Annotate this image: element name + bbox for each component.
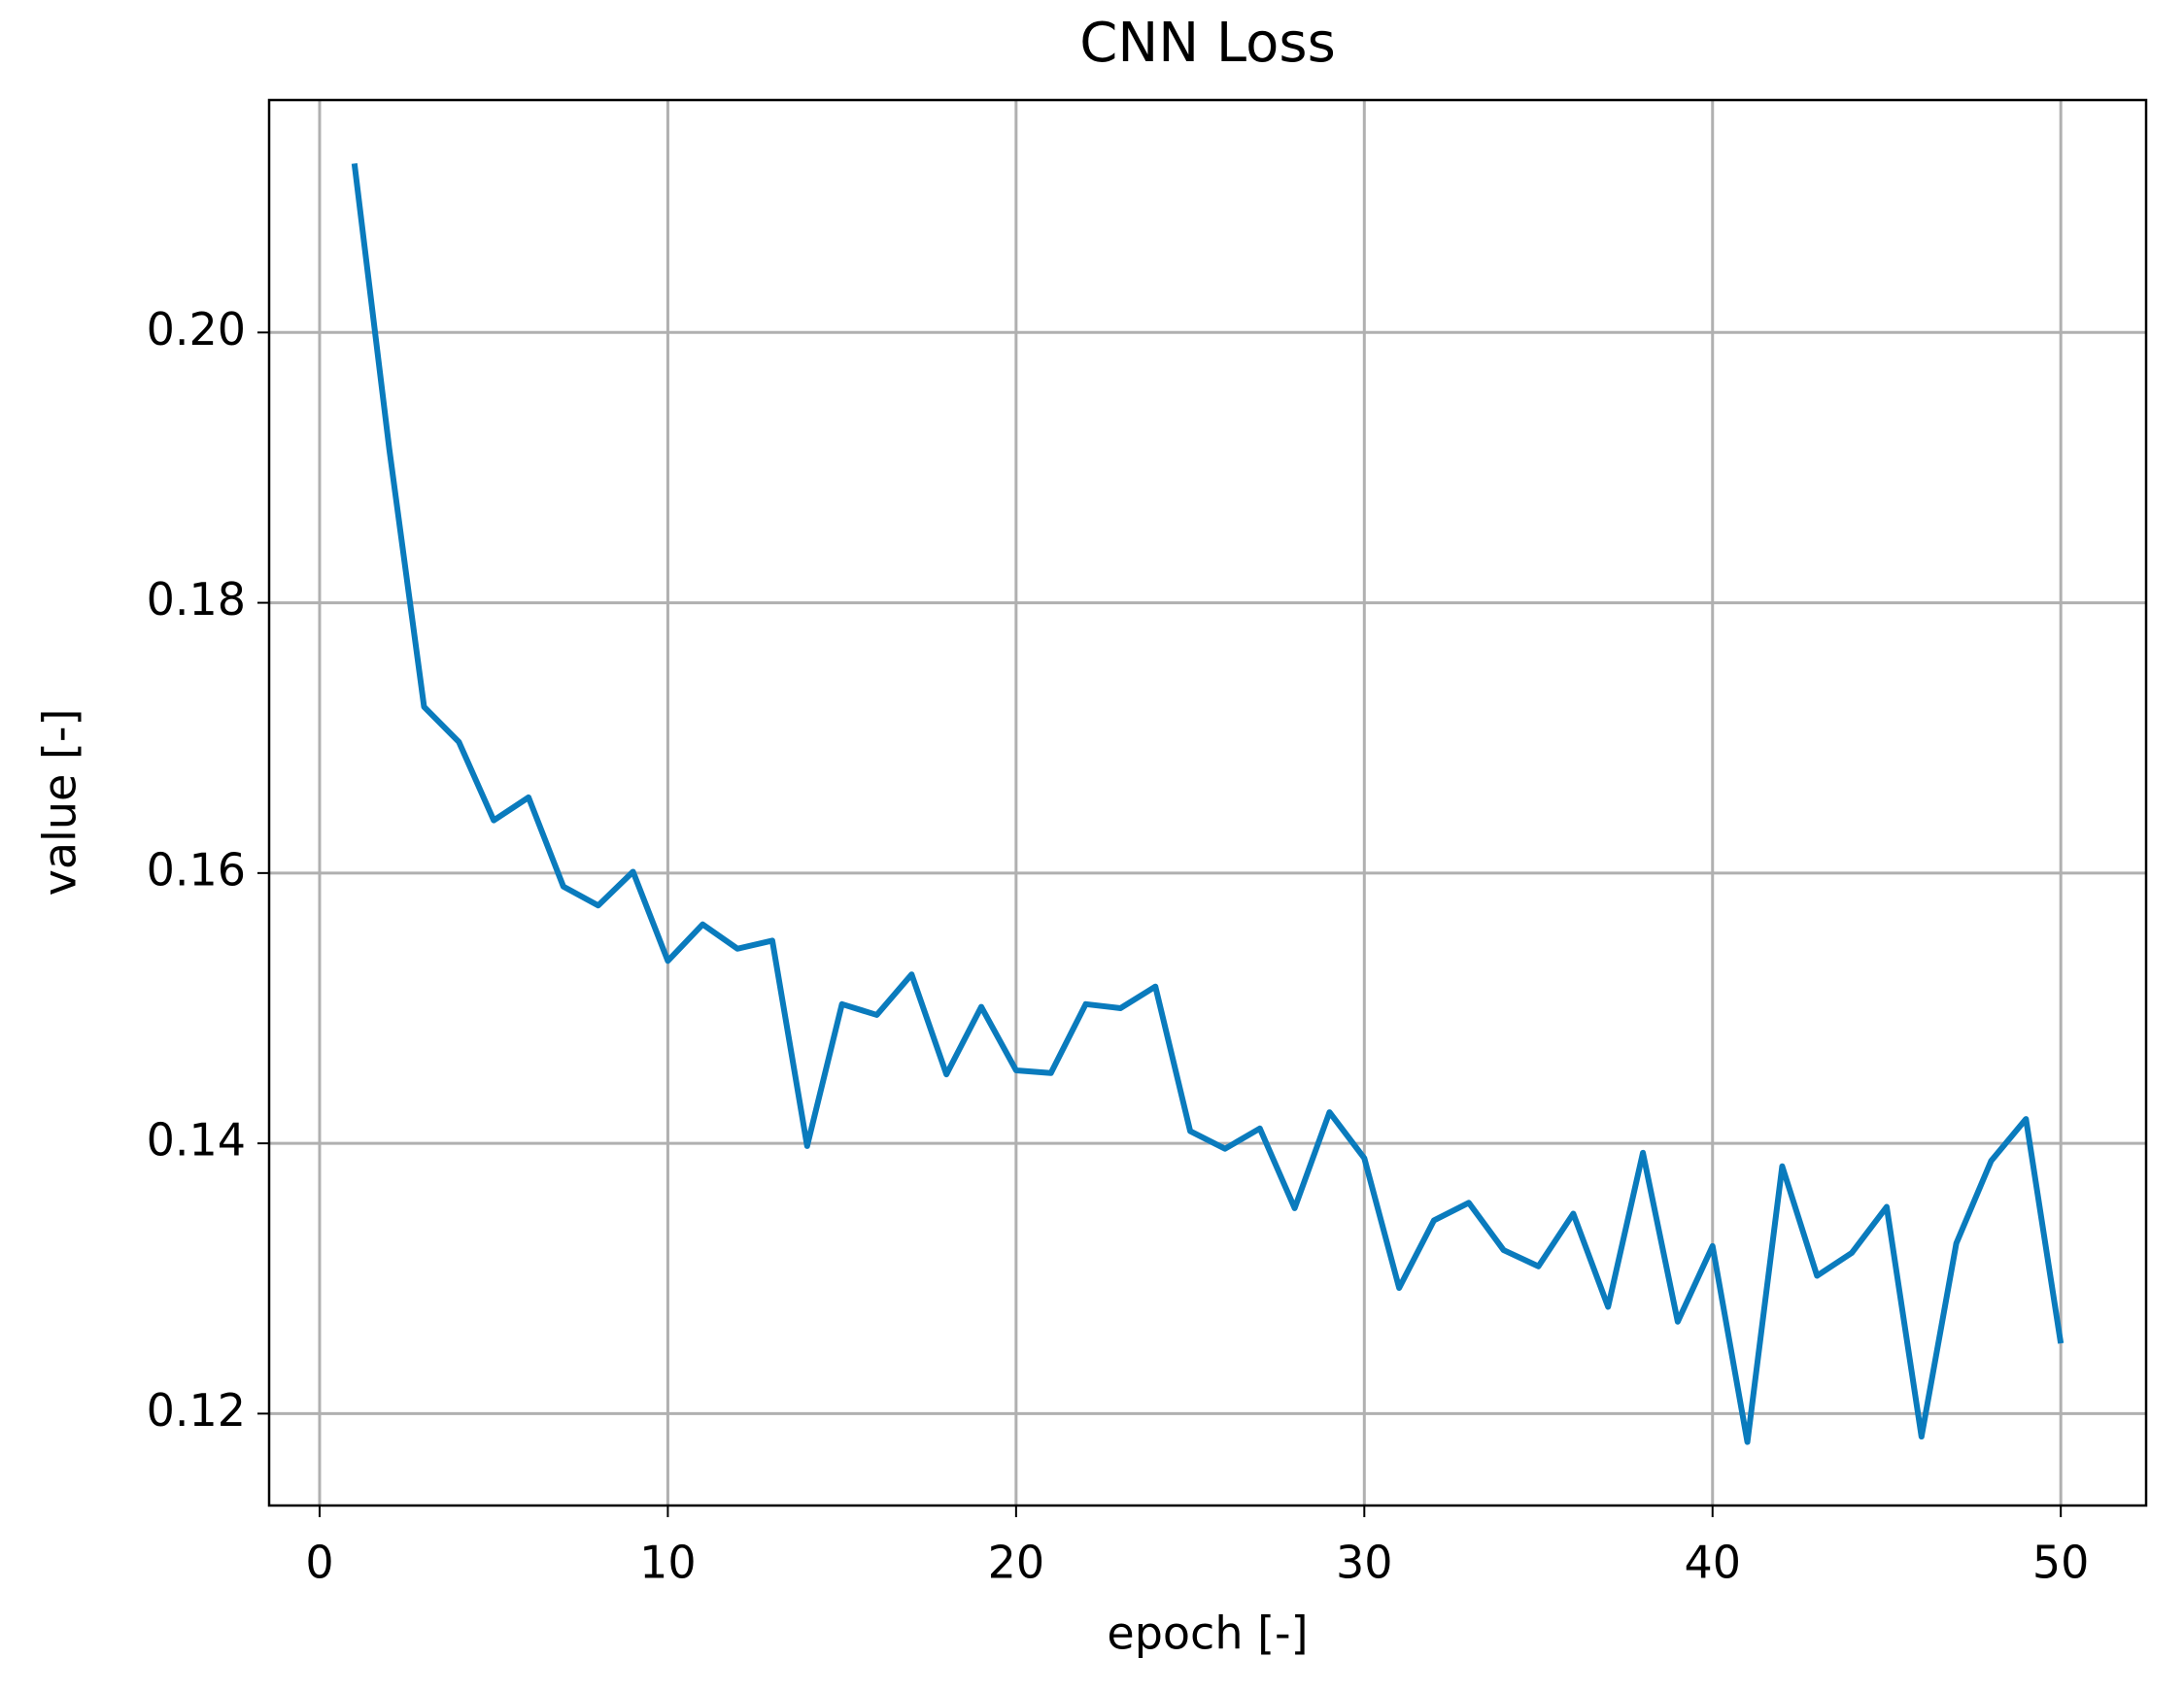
x-tick-label: 0	[305, 1537, 333, 1589]
y-tick-label: 0.16	[147, 843, 246, 896]
y-axis-label: value [-]	[34, 709, 86, 897]
x-tick-label: 40	[1684, 1537, 1741, 1589]
y-tick-label: 0.14	[147, 1114, 246, 1167]
y-tick-label: 0.20	[147, 303, 246, 355]
x-axis-label: epoch [-]	[1107, 1607, 1308, 1660]
data-line	[351, 163, 2065, 1445]
y-tick-label: 0.12	[147, 1384, 246, 1437]
x-tick-label: 20	[988, 1537, 1045, 1589]
plot-frame	[267, 98, 2148, 1507]
x-tick-label: 50	[2032, 1537, 2090, 1589]
chart-title: CNN Loss	[1079, 12, 1336, 75]
x-tick-label: 10	[639, 1537, 697, 1589]
y-tick-label: 0.18	[147, 573, 246, 626]
x-tick-label: 30	[1336, 1537, 1393, 1589]
